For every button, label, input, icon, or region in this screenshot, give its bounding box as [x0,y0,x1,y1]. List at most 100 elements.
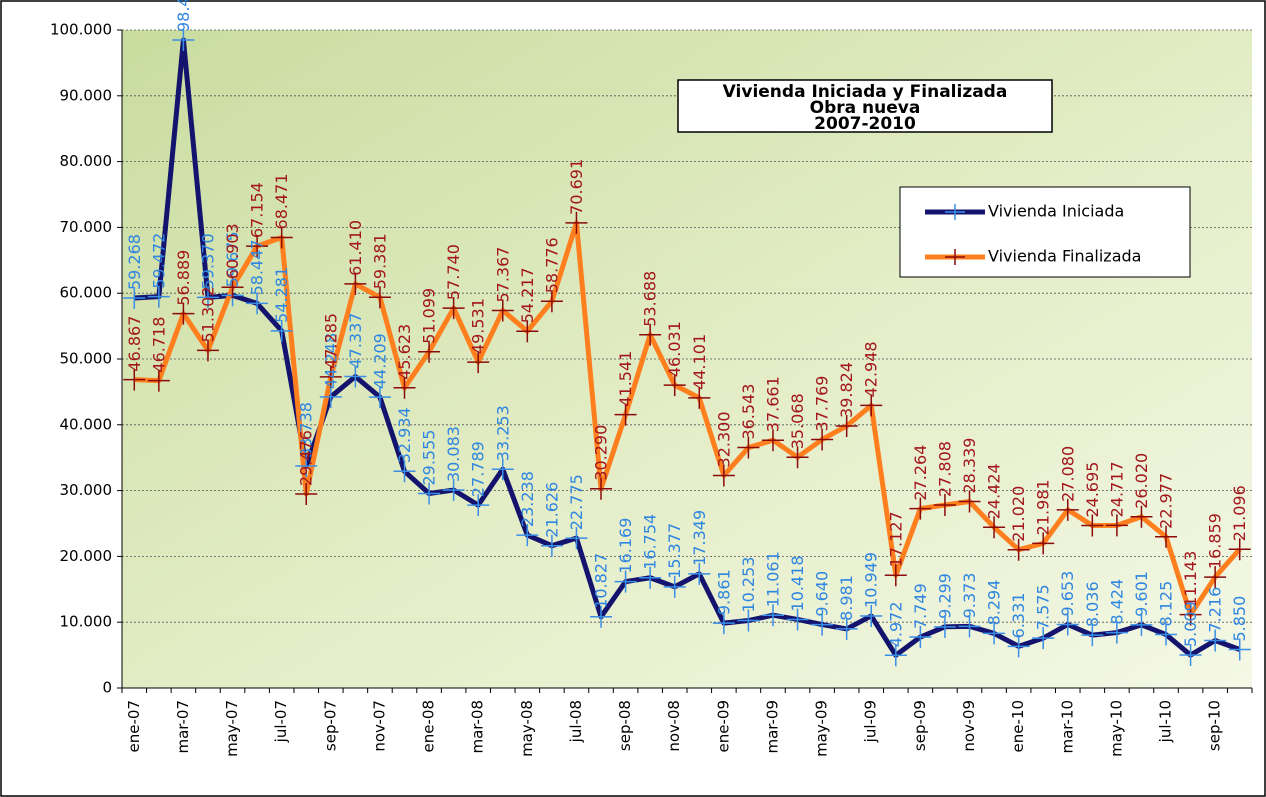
data-label: 60.903 [223,223,242,279]
point-marker [442,297,465,320]
point-marker [540,534,563,557]
data-label: 23.238 [518,471,537,527]
data-label: 9.653 [1058,571,1077,617]
x-tick-label: nov-07 [370,700,388,752]
data-label: 70.691 [567,159,586,215]
point-marker [147,369,170,392]
point-marker [1155,525,1178,548]
point-marker [835,414,858,437]
x-tick-label: ene-09 [714,700,732,752]
point-marker [761,604,784,627]
data-label: 17.349 [690,510,709,566]
point-marker [1204,629,1227,652]
data-label: 59.675 [223,231,242,287]
point-marker [639,323,662,346]
data-label: 44.248 [321,333,340,389]
data-label: 24.717 [1107,461,1126,517]
point-marker [983,516,1006,539]
point-marker [1179,603,1202,626]
point-marker [1081,514,1104,537]
point-marker [123,287,146,310]
point-marker [344,365,367,388]
point-marker [319,385,342,408]
point-marker [540,290,563,313]
x-tick-label: nov-08 [665,700,683,752]
legend-marker [945,204,965,220]
point-marker [1007,635,1030,658]
y-tick-label: 60.000 [60,284,113,302]
data-label: 59.472 [149,233,168,289]
data-label: 16.169 [616,518,635,574]
point-marker [565,211,588,234]
data-label: 10.827 [592,553,611,609]
data-label: 46.867 [125,316,144,372]
point-marker [344,272,367,295]
point-marker [933,615,956,638]
data-label: 45.623 [395,324,414,380]
data-label: 27.808 [935,441,954,497]
x-tick-label: may-10 [1107,700,1125,757]
point-marker [688,386,711,409]
data-label: 21.020 [1009,486,1028,542]
data-label: 28.339 [960,438,979,494]
x-tick-label: may-08 [518,700,536,757]
data-label: 59.381 [370,233,389,289]
data-label: 8.981 [837,575,856,621]
point-marker [393,376,416,399]
point-marker [491,458,514,481]
point-marker [712,612,735,635]
x-tick-label: sep-09 [911,700,929,751]
point-marker [1228,638,1251,661]
x-tick-label: sep-08 [616,700,634,751]
point-marker [467,351,490,374]
point-marker [663,575,686,598]
point-marker [786,608,809,631]
data-label: 39.824 [837,362,856,418]
x-tick-label: nov-09 [960,700,978,752]
x-tick-label: sep-10 [1206,700,1224,751]
data-label: 44.209 [370,333,389,389]
x-tick-label: ene-08 [420,700,438,752]
x-tick-label: may-07 [223,700,241,757]
y-tick-label: 50.000 [60,350,113,368]
point-marker [393,460,416,483]
point-marker [1081,624,1104,647]
legend-marker [945,249,965,265]
title-box [677,79,1053,133]
data-label: 59.268 [125,234,144,290]
point-marker [172,29,195,52]
point-marker [1056,613,1079,636]
point-marker [737,609,760,632]
x-tick-label: jul-09 [862,700,880,743]
data-label: 32.934 [395,407,414,463]
y-tick-label: 70.000 [60,218,113,236]
point-marker [295,455,318,478]
legend-label: Vivienda Finalizada [988,247,1141,266]
data-label: 7.216 [1206,587,1225,633]
point-marker [246,235,269,258]
point-marker [516,524,539,547]
data-label: 46.718 [149,317,168,373]
point-marker [860,604,883,627]
data-label: 30.083 [444,426,463,482]
point-marker [639,566,662,589]
point-marker [1032,532,1055,555]
point-marker [860,394,883,417]
data-label: 27.789 [469,441,488,497]
data-label: 47.285 [321,313,340,369]
data-label: 11.143 [1181,551,1200,607]
data-label: 42.948 [862,341,881,397]
x-tick-label: ene-10 [1009,700,1027,752]
point-marker [958,615,981,638]
data-label: 37.661 [763,376,782,432]
data-label: 59.370 [198,233,217,289]
data-label: 9.373 [960,573,979,619]
data-label: 11.061 [763,551,782,607]
x-tick-label: mar-08 [469,700,487,754]
x-tick-label: mar-09 [763,700,781,754]
point-marker [1179,644,1202,667]
point-marker [172,302,195,325]
data-label: 8.036 [1083,581,1102,627]
data-label: 26.020 [1132,453,1151,509]
